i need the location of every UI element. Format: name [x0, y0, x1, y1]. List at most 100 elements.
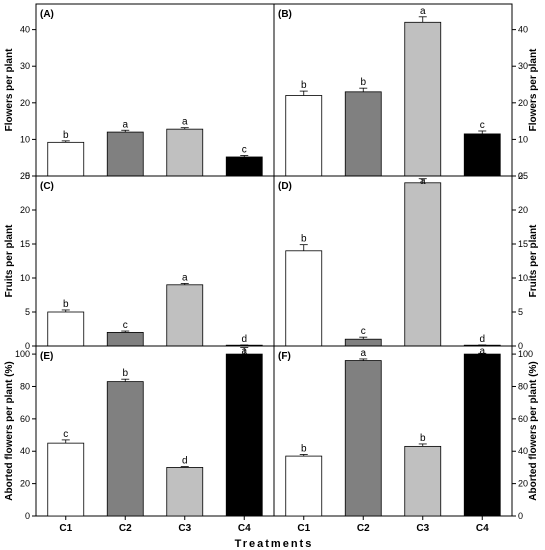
panel-f-significance-letter: a [479, 346, 485, 357]
panel-b-bar [285, 95, 323, 177]
panel-c-ytick-label: 25 [20, 171, 30, 181]
panel-f-frame [273, 345, 513, 517]
panel-e-bar [225, 353, 263, 517]
category-label: C3 [416, 523, 429, 534]
panel-a-bar [225, 156, 263, 177]
panel-f-ytick-label: 100 [518, 349, 533, 359]
panel-e-ytick-label: 40 [20, 446, 30, 456]
category-label: C1 [59, 523, 72, 534]
panel-a-significance-letter: a [182, 117, 188, 128]
x-axis-categories: C1 C2 C3 C4 C1 C2 C3 C4 [59, 523, 489, 534]
panel-e-label: (E) [40, 351, 53, 362]
panel-f-ytick-label: 20 [518, 479, 528, 489]
panel-d-ytick-label: 0 [518, 341, 523, 351]
panel-c-significance-letter: a [182, 272, 188, 283]
panel-a-bar [47, 141, 85, 177]
panel-b-bar [463, 133, 501, 177]
panel-a-significance-letter: b [63, 130, 69, 141]
panel-b-significance-letter: b [301, 80, 307, 91]
panel-c-significance-letter: d [241, 334, 247, 345]
panel-d-ytick-label: 10 [518, 273, 528, 283]
panel-d-significance-letter: c [361, 326, 366, 337]
panel-e-bar [166, 467, 204, 517]
panel-f-label: (F) [278, 351, 291, 362]
panel-e-significance-letter: d [182, 456, 188, 467]
panel-d-bar [344, 338, 382, 347]
panel-f: 0 20 40 60 80 100 Aborted flowers per plant (%… [273, 345, 539, 521]
panel-f-ytick-label: 40 [518, 446, 528, 456]
category-label: C1 [297, 523, 310, 534]
panel-b-ytick-label: 30 [518, 61, 528, 71]
panel-d-significance-letter: d [479, 334, 485, 345]
panel-a-ytick-label: 20 [20, 98, 30, 108]
panel-e-ytick-label: 80 [20, 381, 30, 391]
category-label: C3 [178, 523, 191, 534]
panel-a-ytick-label: 0 [25, 171, 30, 181]
x-axis-title: Treatments [235, 538, 314, 550]
panel-e-bar [47, 442, 85, 517]
panel-f-ytick-label: 0 [518, 511, 523, 521]
panel-a-ytick-label: 40 [20, 25, 30, 35]
panel-a-bar [106, 131, 144, 177]
panel-c-label: (C) [40, 181, 54, 192]
panel-b-bar [404, 21, 442, 177]
panel-b-label: (B) [278, 9, 292, 20]
panel-a-bar [166, 128, 204, 177]
panel-b-y-axis-title: Flowers per plant [528, 48, 539, 131]
panel-e-ytick-label: 20 [20, 479, 30, 489]
category-label: C4 [238, 523, 251, 534]
panel-b: 0 10 20 30 40 Flowers per plant (B) b b a c [273, 3, 539, 181]
panel-f-bar [463, 353, 501, 517]
panel-d: 0 5 10 15 20 25 Fruits per plant (D) b c a d [273, 171, 539, 351]
panel-c-bar [47, 311, 85, 347]
panel-c-ytick-label: 10 [20, 273, 30, 283]
panel-e-significance-letter: a [241, 346, 247, 357]
panel-e-significance-letter: b [122, 368, 128, 379]
panel-d-significance-letter: b [301, 234, 307, 245]
panel-e-ytick-label: 60 [20, 414, 30, 424]
panel-b-significance-letter: b [360, 77, 366, 88]
panel-a-significance-letter: a [122, 119, 128, 130]
panel-b-ytick-label: 0 [518, 171, 523, 181]
panel-f-bar [285, 455, 323, 517]
panel-d-significance-letter: a [420, 176, 426, 187]
panel-c-ytick-label: 20 [20, 205, 30, 215]
panel-a-significance-letter: c [242, 145, 247, 156]
panel-f-bar [404, 445, 442, 517]
panel-d-bar [404, 182, 442, 347]
panel-f-bar [344, 360, 382, 517]
panel-f-significance-letter: b [420, 433, 426, 444]
panel-c-ytick-label: 0 [25, 341, 30, 351]
panel-c-bar [166, 284, 204, 347]
category-label: C2 [357, 523, 370, 534]
panel-f-significance-letter: a [360, 348, 366, 359]
panel-e-ytick-label: 0 [25, 511, 30, 521]
category-label: C2 [119, 523, 132, 534]
panel-f-ytick-label: 60 [518, 414, 528, 424]
panel-c-ytick-label: 5 [25, 307, 30, 317]
panel-b-significance-letter: c [480, 120, 485, 131]
panel-c-significance-letter: c [123, 320, 128, 331]
panel-c-y-axis-title: Fruits per plant [4, 224, 15, 297]
panel-e-y-axis-title: Aborted flowers per plant (%) [4, 361, 15, 500]
panel-b-bar [344, 91, 382, 177]
panel-c: 0 5 10 15 20 25 Fruits per plant (C) b c a d [4, 171, 275, 351]
panel-d-bar [285, 250, 323, 347]
panel-c-bar [106, 331, 144, 347]
panel-a: 0 10 20 30 40 Flowers per plant (A) b a a c [4, 3, 275, 181]
panel-c-ytick-label: 15 [20, 239, 30, 249]
panel-a-ytick-label: 10 [20, 134, 30, 144]
panel-f-significance-letter: b [301, 443, 307, 454]
panel-d-label: (D) [278, 181, 292, 192]
panel-b-ytick-label: 10 [518, 134, 528, 144]
panel-e-significance-letter: c [63, 429, 68, 440]
panel-d-ytick-label: 15 [518, 239, 528, 249]
panel-b-significance-letter: a [420, 6, 426, 17]
panel-a-y-axis-title: Flowers per plant [4, 48, 15, 131]
panel-a-label: (A) [40, 9, 54, 20]
panel-a-ytick-label: 30 [20, 61, 30, 71]
panel-f-ytick-label: 80 [518, 381, 528, 391]
panel-d-ytick-label: 25 [518, 171, 528, 181]
category-label: C4 [476, 523, 489, 534]
